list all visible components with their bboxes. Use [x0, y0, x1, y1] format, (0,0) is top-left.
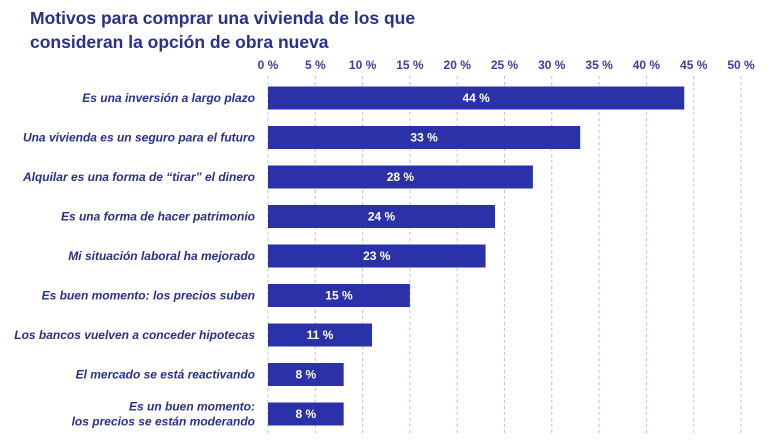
data-label: 33 %: [410, 131, 438, 145]
bar: [268, 363, 344, 386]
category-label: Es una forma de hacer patrimonio: [61, 210, 255, 224]
category-label: El mercado se está reactivando: [76, 368, 255, 382]
data-label: 28 %: [387, 170, 415, 184]
category-label: Es una inversión a largo plazo: [82, 91, 255, 105]
data-label: 44 %: [462, 91, 490, 105]
bar: [268, 323, 373, 347]
data-label: 8 %: [295, 368, 316, 382]
category-label: Mi situación laboral ha mejorado: [68, 249, 255, 263]
category-label-line: Es una inversión a largo plazo: [82, 91, 255, 105]
bar: [268, 244, 486, 268]
x-tick-label: 20 %: [444, 58, 472, 72]
chart-title-line-2: consideran la opción de obra nueva: [30, 32, 329, 52]
data-label: 23 %: [363, 249, 391, 263]
chart-title-line-1: Motivos para comprar una vivienda de los…: [30, 8, 416, 28]
category-label-line: Es un buen momento:: [129, 400, 255, 414]
x-tick-label: 50 %: [727, 58, 755, 72]
category-label-line: Es buen momento: los precios suben: [42, 289, 255, 303]
chart-title: Motivos para comprar una vivienda de los…: [30, 6, 430, 54]
category-label-line: Es una forma de hacer patrimonio: [61, 210, 255, 224]
data-label: 11 %: [307, 328, 334, 342]
x-tick-label: 0 %: [258, 58, 279, 72]
bar: [268, 86, 685, 110]
x-tick-label: 35 %: [585, 58, 613, 72]
category-label: Los bancos vuelven a conceder hipotecas: [14, 328, 255, 342]
bar: [268, 126, 581, 149]
bar: [268, 402, 344, 426]
bar: [268, 165, 533, 189]
data-label: 15 %: [325, 289, 353, 303]
bar: [268, 205, 496, 228]
x-tick-label: 45 %: [680, 58, 708, 72]
category-label-line: Alquilar es una forma de “tirar” el dine…: [22, 170, 255, 184]
category-label: Es buen momento: los precios suben: [42, 289, 255, 303]
category-label-line: los precios se están moderando: [72, 415, 255, 429]
bar: [268, 284, 410, 307]
category-label-line: Una vivienda es un seguro para el futuro: [23, 131, 255, 145]
x-tick-label: 25 %: [491, 58, 519, 72]
x-tick-label: 40 %: [633, 58, 661, 72]
category-label-line: El mercado se está reactivando: [76, 368, 255, 382]
data-label: 8 %: [295, 407, 316, 421]
data-label: 24 %: [368, 210, 396, 224]
x-tick-label: 15 %: [396, 58, 424, 72]
x-tick-label: 30 %: [538, 58, 566, 72]
x-tick-label: 10 %: [349, 58, 377, 72]
x-tick-label: 5 %: [305, 58, 326, 72]
category-label-line: Mi situación laboral ha mejorado: [68, 249, 255, 263]
category-label-line: Los bancos vuelven a conceder hipotecas: [14, 328, 255, 342]
category-label: Una vivienda es un seguro para el futuro: [23, 131, 255, 145]
category-label: Es un buen momento: los precios se están …: [72, 400, 255, 429]
category-label: Alquilar es una forma de “tirar” el dine…: [22, 170, 255, 184]
